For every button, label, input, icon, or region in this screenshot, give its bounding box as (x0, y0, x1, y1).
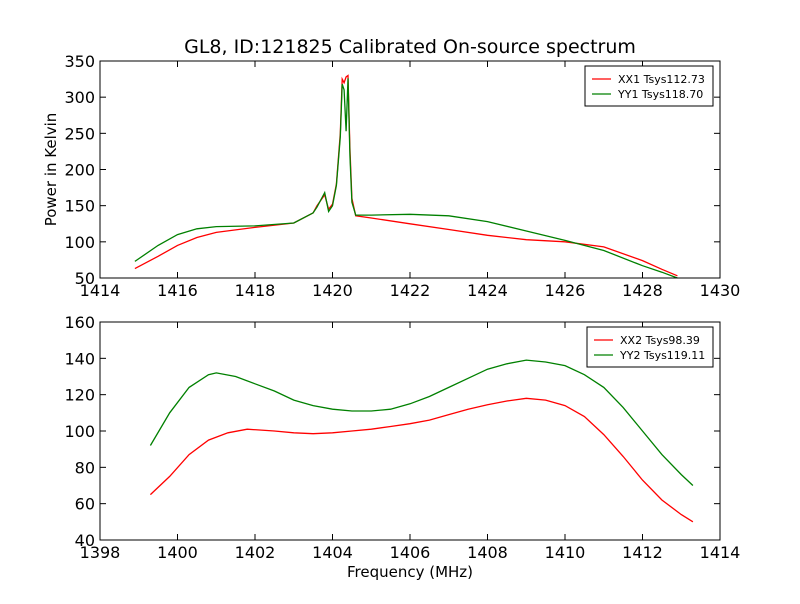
x-tick-label: 1428 (622, 281, 663, 300)
series-line-xx1 (134, 74, 678, 277)
x-axis-title: Frequency (MHz) (347, 563, 473, 581)
x-tick-label: 1414 (700, 543, 741, 562)
y-tick-label: 100 (64, 233, 95, 252)
legend-label: XX2 Tsys98.39 (620, 334, 700, 347)
y-tick-label: 150 (64, 197, 95, 216)
x-tick-label: 1406 (390, 543, 431, 562)
x-tick-label: 1430 (700, 281, 741, 300)
y-tick-label: 160 (64, 313, 95, 332)
x-tick-label: 1410 (545, 543, 586, 562)
x-tick-label: 1426 (545, 281, 586, 300)
series-line-yy2 (149, 359, 694, 486)
legend: XX1 Tsys112.73 YY1 Tsys118.70 (584, 65, 714, 107)
y-tick-label: 350 (64, 52, 95, 71)
y-axis-title: Power in Kelvin (42, 113, 60, 227)
chart-title: GL8, ID:121825 Calibrated On-source spec… (184, 36, 636, 58)
series-line-yy1 (134, 78, 678, 279)
y-tick-label: 300 (64, 88, 95, 107)
x-tick-label: 1424 (467, 281, 508, 300)
legend-label: XX1 Tsys112.73 (618, 73, 705, 86)
x-tick-label: 1404 (312, 543, 353, 562)
x-tick-label: 1400 (157, 543, 198, 562)
plot-bottom: 1398 1400 1402 1404 1406 1408 1410 1412 1414 40 60… (64, 313, 740, 581)
y-tick-label: 80 (75, 458, 95, 477)
y-tick-label: 200 (64, 161, 95, 180)
x-tick-label: 1420 (312, 281, 353, 300)
y-tick-label: 140 (64, 349, 95, 368)
x-tick-label: 1414 (80, 281, 121, 300)
legend-box (584, 65, 714, 107)
x-tick-label: 1402 (235, 543, 276, 562)
series-line-xx2 (149, 397, 694, 523)
x-tick-label: 1408 (467, 543, 508, 562)
y-tick-label: 60 (75, 495, 95, 514)
x-tick-label: 1416 (157, 281, 198, 300)
plot-top: 1414 1416 1418 1420 1422 1424 1426 1428 1430 50 10… (42, 52, 740, 300)
x-tick-label: 1418 (235, 281, 276, 300)
y-tick-label: 50 (75, 269, 95, 288)
legend-label: YY2 Tsys119.11 (619, 349, 705, 362)
legend-label: YY1 Tsys118.70 (617, 88, 703, 101)
y-tick-label: 120 (64, 386, 95, 405)
x-tick-label: 1398 (80, 543, 121, 562)
legend-box (586, 326, 714, 368)
x-tick-label: 1412 (622, 543, 663, 562)
y-tick-label: 250 (64, 124, 95, 143)
y-tick-label: 40 (75, 531, 95, 550)
x-tick-label: 1422 (390, 281, 431, 300)
y-tick-label: 100 (64, 422, 95, 441)
legend: XX2 Tsys98.39 YY2 Tsys119.11 (586, 326, 714, 368)
